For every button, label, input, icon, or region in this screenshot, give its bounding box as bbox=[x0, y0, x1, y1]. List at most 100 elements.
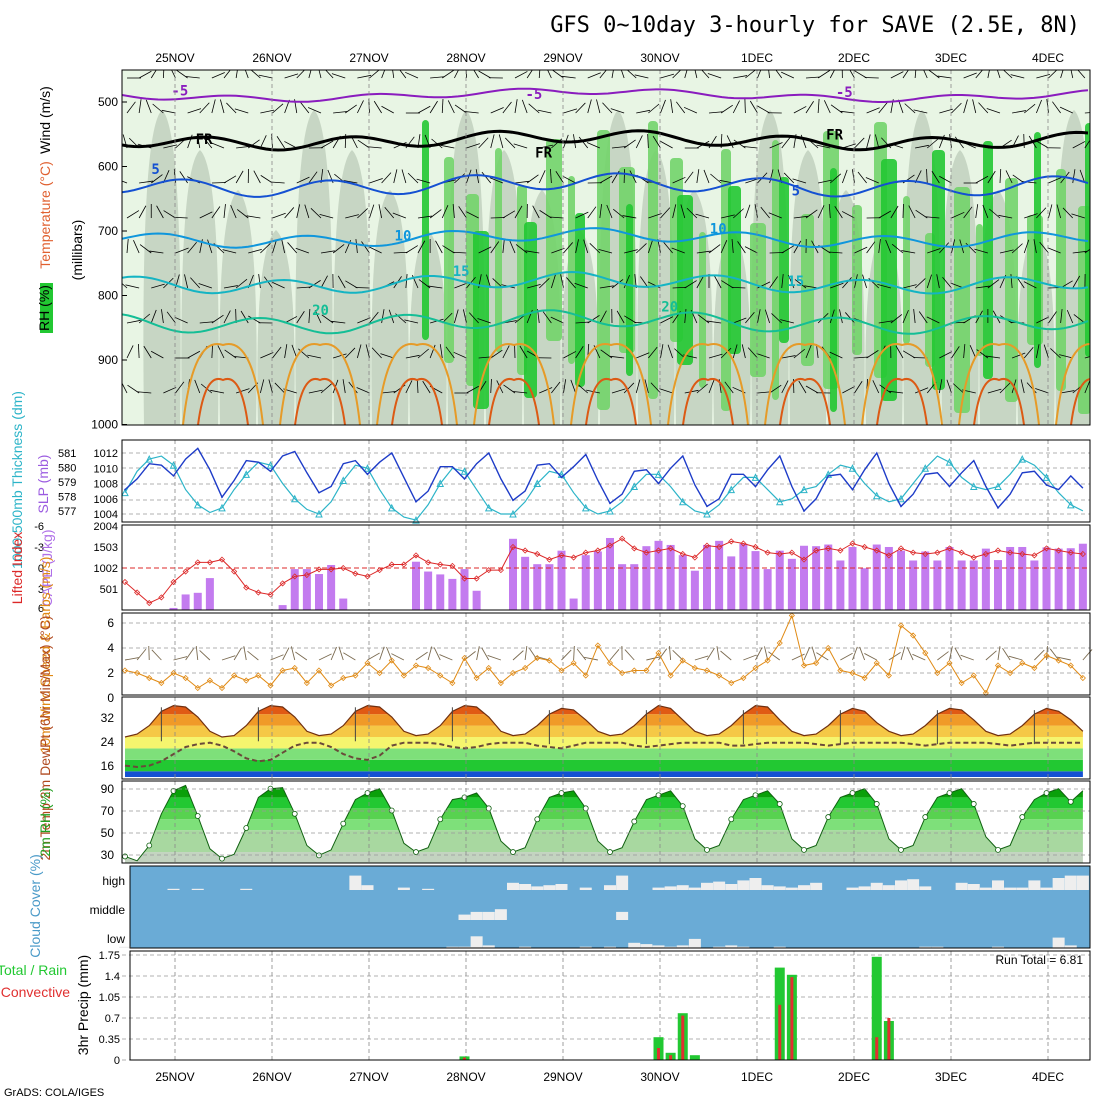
wind-barb bbox=[244, 70, 249, 79]
cape-bar bbox=[921, 551, 930, 610]
wind-barb bbox=[235, 278, 248, 289]
wind-barb bbox=[126, 101, 136, 114]
wind-speed-point bbox=[158, 679, 165, 687]
cape-bar bbox=[1018, 546, 1027, 610]
wind-barb bbox=[726, 135, 734, 149]
wind-barb bbox=[513, 391, 528, 394]
wind-barb bbox=[163, 386, 177, 394]
wind-barb bbox=[923, 70, 928, 79]
cloud-high-bar bbox=[507, 882, 519, 890]
wind-barb bbox=[710, 173, 722, 184]
li-tick: 6 bbox=[38, 603, 44, 615]
wind-barb bbox=[695, 213, 710, 219]
surface-wind-barb bbox=[811, 646, 817, 661]
wind-barb bbox=[805, 101, 814, 114]
li-point bbox=[303, 571, 310, 579]
wind-barb bbox=[1012, 174, 1025, 184]
li-point bbox=[594, 547, 601, 554]
wind-barb bbox=[211, 314, 224, 324]
temp-contour-25 bbox=[570, 343, 652, 425]
cloud-low-bar bbox=[119, 946, 131, 948]
date-label-top: 28NOV bbox=[446, 51, 485, 65]
wind-barb bbox=[741, 344, 746, 359]
wind-barb bbox=[234, 108, 249, 114]
wind-barb bbox=[314, 310, 322, 324]
wind-barb bbox=[272, 103, 284, 114]
contour-label: 15 bbox=[787, 274, 804, 290]
slp-tick: 1008 bbox=[94, 479, 118, 491]
wind-barb bbox=[713, 275, 722, 289]
wind-barb bbox=[281, 239, 286, 254]
cape-bar bbox=[787, 558, 796, 610]
wind-barb bbox=[1005, 170, 1013, 184]
wind-barb bbox=[602, 102, 613, 114]
slp-point bbox=[609, 502, 611, 505]
thickness-point bbox=[848, 464, 857, 472]
wind-barb bbox=[857, 171, 867, 184]
thickness-point bbox=[193, 500, 202, 509]
wind-barb bbox=[151, 174, 163, 184]
wind-barb bbox=[775, 70, 783, 79]
wind-barb bbox=[586, 142, 601, 149]
li-point bbox=[655, 547, 662, 554]
wind-speed-point bbox=[218, 684, 226, 692]
wind-speed-point bbox=[946, 659, 953, 667]
li-point bbox=[291, 573, 298, 580]
date-label-bottom: 1DEC bbox=[741, 1070, 773, 1084]
cloud-low-bar bbox=[688, 938, 701, 948]
cloud-high-bar bbox=[749, 878, 762, 890]
wind-barb bbox=[210, 389, 225, 394]
wind-barb bbox=[781, 274, 784, 289]
wind-speed-point bbox=[303, 679, 310, 687]
cape-bar bbox=[327, 564, 336, 610]
li-point bbox=[788, 549, 795, 556]
temp-contour-25 bbox=[376, 343, 458, 425]
wind-barb bbox=[783, 172, 795, 184]
thickness-tick: 578 bbox=[58, 492, 76, 504]
cape-bar bbox=[618, 564, 627, 610]
date-label-bottom: 4DEC bbox=[1032, 1070, 1064, 1084]
li-point bbox=[897, 545, 905, 552]
wind-barb bbox=[521, 99, 528, 114]
wind-barb bbox=[696, 275, 705, 289]
wind-speed-line bbox=[124, 613, 1084, 695]
wind-barb bbox=[743, 146, 758, 149]
wind-barb bbox=[549, 216, 564, 219]
wind-barb bbox=[707, 73, 722, 79]
li-point bbox=[703, 542, 711, 549]
temp-contour-25 bbox=[473, 343, 555, 425]
cloud-low-bar bbox=[1052, 937, 1065, 948]
cape-tick: 501 bbox=[100, 584, 118, 596]
wind-barb bbox=[866, 107, 880, 114]
temp-contour-t15 bbox=[122, 270, 1089, 295]
wind-barb bbox=[174, 316, 188, 324]
thickness-point bbox=[921, 464, 930, 472]
rh-gray-area bbox=[257, 230, 295, 425]
wind-barb bbox=[660, 73, 675, 79]
cloud-axis-label: Cloud Cover (%) bbox=[27, 854, 43, 957]
wind-barb bbox=[235, 70, 238, 79]
surface-wind-barb bbox=[906, 647, 914, 661]
wind-barb bbox=[951, 346, 960, 359]
slp-tick: 1004 bbox=[94, 509, 118, 521]
surface-wind-barb bbox=[199, 650, 211, 661]
rh-point bbox=[1019, 814, 1026, 820]
temp-contour-30 bbox=[779, 377, 831, 425]
wind-barb bbox=[1012, 110, 1026, 114]
wind-barb bbox=[731, 239, 734, 254]
wind-barb bbox=[575, 346, 584, 359]
wind-speed-point bbox=[134, 669, 141, 677]
wind-barb bbox=[676, 101, 686, 114]
cloud-low-bar bbox=[931, 946, 944, 948]
wind-barb bbox=[287, 242, 298, 254]
cape-bar bbox=[302, 569, 311, 610]
surface-wind-barb bbox=[535, 655, 550, 661]
wind-barb bbox=[526, 174, 539, 184]
wind-barb bbox=[150, 350, 164, 359]
cape-bar bbox=[569, 598, 578, 610]
wind-barb bbox=[1043, 344, 1049, 359]
wind-barb bbox=[162, 70, 165, 79]
wind-barb bbox=[575, 321, 590, 324]
wind-barb bbox=[441, 205, 449, 219]
